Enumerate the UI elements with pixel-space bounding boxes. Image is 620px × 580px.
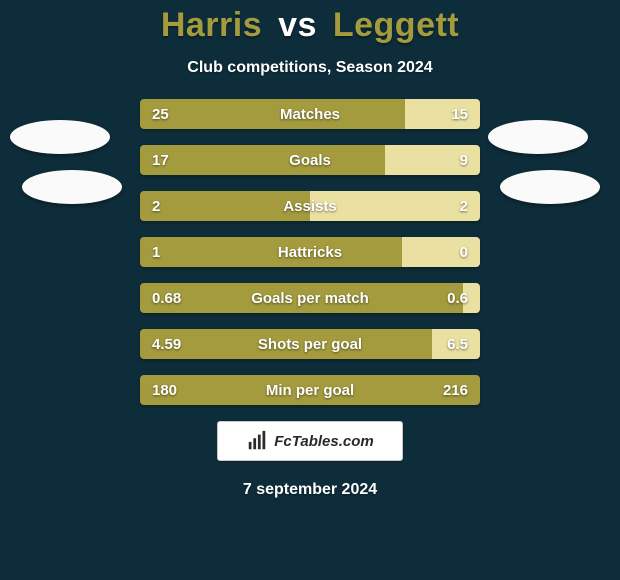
bar-left bbox=[140, 329, 432, 359]
avatar-placeholder bbox=[10, 120, 110, 154]
bar-right bbox=[463, 283, 480, 313]
bar-left bbox=[140, 375, 480, 405]
player2-name: Leggett bbox=[333, 6, 459, 44]
bar-left bbox=[140, 191, 310, 221]
stat-row: 17Goals9 bbox=[140, 145, 480, 175]
source-badge: FcTables.com bbox=[217, 421, 403, 461]
stat-row: 4.59Shots per goal6.5 bbox=[140, 329, 480, 359]
stat-row: 25Matches15 bbox=[140, 99, 480, 129]
bar-right bbox=[385, 145, 480, 175]
bar-left bbox=[140, 99, 405, 129]
comparison-card: Harris vs Leggett Club competitions, Sea… bbox=[0, 0, 620, 580]
subtitle: Club competitions, Season 2024 bbox=[0, 59, 620, 77]
avatar-placeholder bbox=[488, 120, 588, 154]
stat-row: 180Min per goal216 bbox=[140, 375, 480, 405]
stat-row: 2Assists2 bbox=[140, 191, 480, 221]
vs-label: vs bbox=[278, 6, 317, 44]
player1-name: Harris bbox=[161, 6, 262, 44]
bar-left bbox=[140, 145, 385, 175]
bar-right bbox=[310, 191, 480, 221]
bar-right bbox=[402, 237, 480, 267]
stat-row: 1Hattricks0 bbox=[140, 237, 480, 267]
bar-right bbox=[405, 99, 480, 129]
bar-left bbox=[140, 237, 402, 267]
date-label: 7 september 2024 bbox=[0, 481, 620, 499]
bar-right bbox=[432, 329, 480, 359]
badge-text: FcTables.com bbox=[274, 433, 373, 450]
bar-left bbox=[140, 283, 463, 313]
chart-icon bbox=[246, 430, 268, 452]
card-title: Harris vs Leggett bbox=[0, 6, 620, 45]
avatar-placeholder bbox=[22, 170, 122, 204]
stats-container: 25Matches15 17Goals9 2Assists2 1Hattricks0 0… bbox=[140, 99, 480, 405]
stat-row: 0.68Goals per match0.6 bbox=[140, 283, 480, 313]
avatar-placeholder bbox=[500, 170, 600, 204]
